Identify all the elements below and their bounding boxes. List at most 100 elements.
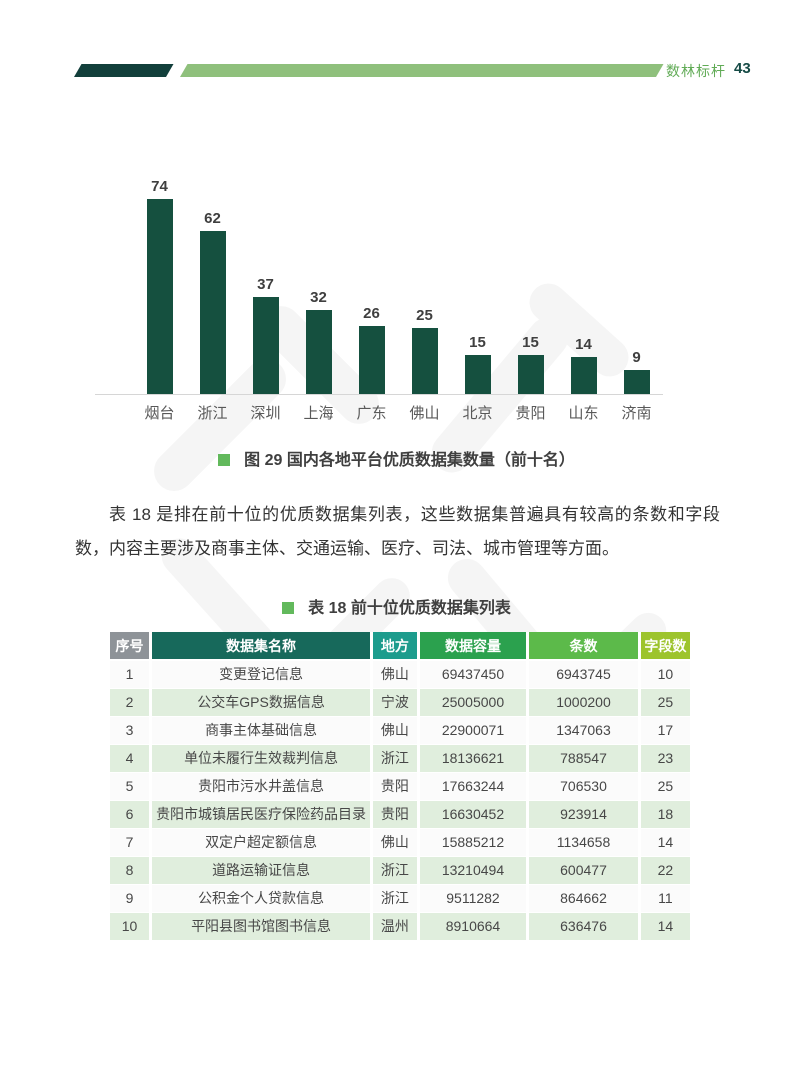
table-cell: 18 bbox=[639, 800, 690, 829]
table-cell: 宁波 bbox=[371, 688, 420, 717]
bar-column: 14 bbox=[557, 160, 610, 394]
bar-category-label: 烟台 bbox=[144, 405, 175, 422]
body-paragraph: 表 18 是排在前十位的优质数据集列表，这些数据集普遍具有较高的条数和字段数，内… bbox=[75, 505, 720, 558]
header-brand-label: 数林标杆 bbox=[666, 63, 726, 79]
table-header-cell: 字段数 bbox=[639, 632, 690, 661]
caption-square-icon bbox=[218, 454, 231, 466]
table-cell: 13210494 bbox=[418, 856, 530, 885]
bar-column: 74 bbox=[133, 160, 186, 394]
table-header-cell: 地方 bbox=[371, 632, 420, 661]
bar bbox=[252, 297, 279, 394]
table-cell: 9 bbox=[110, 884, 153, 913]
table-cell: 变更登记信息 bbox=[150, 660, 374, 689]
table-cell: 温州 bbox=[371, 912, 420, 941]
bar-value-label: 25 bbox=[416, 307, 433, 324]
bar-chart: 74 62 37 32 26 25 15 15 14 9 烟台 浙江 深圳 上海 广东 佛山 北京 贵阳 山东 济南 bbox=[95, 160, 665, 422]
table-cell: 22900071 bbox=[418, 716, 530, 745]
table-cell: 17 bbox=[639, 716, 690, 745]
table-cell: 10 bbox=[639, 660, 690, 689]
table-cell: 佛山 bbox=[371, 828, 420, 857]
figure-caption: 图 29 国内各地平台优质数据集数量（前十名） bbox=[0, 446, 793, 470]
bar-value-label: 15 bbox=[522, 334, 539, 351]
table-row: 5 贵阳市污水井盖信息 贵阳 17663244 706530 25 bbox=[110, 772, 690, 801]
table-cell: 7 bbox=[110, 828, 153, 857]
table-cell: 贵阳 bbox=[371, 800, 420, 829]
bar-column: 9 bbox=[610, 160, 663, 394]
table-cell: 5 bbox=[110, 772, 153, 801]
bar-category-label: 贵阳 bbox=[515, 405, 546, 422]
bar-category-label: 北京 bbox=[462, 405, 493, 422]
table-cell: 3 bbox=[110, 716, 153, 745]
bar bbox=[411, 328, 438, 394]
bar-column: 62 bbox=[186, 160, 239, 394]
bar-category-label: 深圳 bbox=[250, 405, 281, 422]
bar-column: 32 bbox=[292, 160, 345, 394]
bar bbox=[358, 326, 385, 394]
bar-category-label: 广东 bbox=[356, 405, 387, 422]
table-cell: 双定户超定额信息 bbox=[150, 828, 374, 857]
bar-category-label: 上海 bbox=[303, 405, 334, 422]
bar-column: 26 bbox=[345, 160, 398, 394]
bar bbox=[146, 199, 173, 394]
table-row: 8 道路运输证信息 浙江 13210494 600477 22 bbox=[110, 856, 690, 885]
caption-square-icon bbox=[282, 602, 295, 614]
bar bbox=[570, 357, 597, 394]
table-cell: 佛山 bbox=[371, 716, 420, 745]
table-header-row: 序号 数据集名称 地方 数据容量 条数 字段数 bbox=[110, 632, 690, 661]
table-cell: 佛山 bbox=[371, 660, 420, 689]
table-cell: 浙江 bbox=[371, 856, 420, 885]
bar-value-label: 14 bbox=[575, 336, 592, 353]
table-cell: 17663244 bbox=[418, 772, 530, 801]
table-cell: 贵阳市污水井盖信息 bbox=[150, 772, 374, 801]
table-row: 2 公交车GPS数据信息 宁波 25005000 1000200 25 bbox=[110, 688, 690, 717]
table-cell: 706530 bbox=[527, 772, 641, 801]
table-row: 9 公积金个人贷款信息 浙江 9511282 864662 11 bbox=[110, 884, 690, 913]
table-cell: 8910664 bbox=[418, 912, 530, 941]
table-cell: 923914 bbox=[527, 800, 641, 829]
table-cell: 浙江 bbox=[371, 744, 420, 773]
table-cell: 25 bbox=[639, 688, 690, 717]
table-cell: 9511282 bbox=[418, 884, 530, 913]
table-cell: 商事主体基础信息 bbox=[150, 716, 374, 745]
bar-column: 37 bbox=[239, 160, 292, 394]
bar bbox=[199, 231, 226, 394]
table-cell: 16630452 bbox=[418, 800, 530, 829]
table-cell: 平阳县图书馆图书信息 bbox=[150, 912, 374, 941]
table-cell: 18136621 bbox=[418, 744, 530, 773]
bar-category-label: 山东 bbox=[568, 405, 599, 422]
bar-value-label: 9 bbox=[632, 349, 641, 366]
x-axis-line bbox=[95, 394, 663, 395]
bar bbox=[464, 355, 491, 394]
bar-column: 25 bbox=[398, 160, 451, 394]
bar bbox=[623, 370, 650, 394]
table-row: 7 双定户超定额信息 佛山 15885212 1134658 14 bbox=[110, 828, 690, 857]
bar-value-label: 26 bbox=[363, 305, 380, 322]
bar-column: 15 bbox=[451, 160, 504, 394]
table-cell: 10 bbox=[110, 912, 153, 941]
table-cell: 1347063 bbox=[527, 716, 641, 745]
table-cell: 600477 bbox=[527, 856, 641, 885]
table-cell: 单位未履行生效裁判信息 bbox=[150, 744, 374, 773]
bar-category-label: 浙江 bbox=[197, 405, 228, 422]
page-number: 43 bbox=[734, 60, 751, 77]
table-row: 1 变更登记信息 佛山 69437450 6943745 10 bbox=[110, 660, 690, 689]
bar-chart-columns: 74 62 37 32 26 25 15 15 14 9 bbox=[133, 160, 663, 394]
bar-category-label: 济南 bbox=[621, 405, 652, 422]
table-cell: 14 bbox=[639, 828, 690, 857]
bar-category-label: 佛山 bbox=[409, 405, 440, 422]
bar bbox=[305, 310, 332, 394]
table-cell: 贵阳 bbox=[371, 772, 420, 801]
table-cell: 1 bbox=[110, 660, 153, 689]
table-row: 3 商事主体基础信息 佛山 22900071 1347063 17 bbox=[110, 716, 690, 745]
bar-value-label: 37 bbox=[257, 276, 274, 293]
table-cell: 公积金个人贷款信息 bbox=[150, 884, 374, 913]
table-cell: 864662 bbox=[527, 884, 641, 913]
table-cell: 69437450 bbox=[418, 660, 530, 689]
table-caption-text: 表 18 前十位优质数据集列表 bbox=[308, 600, 511, 617]
table-row: 6 贵阳市城镇居民医疗保险药品目录 贵阳 16630452 923914 18 bbox=[110, 800, 690, 829]
table-cell: 道路运输证信息 bbox=[150, 856, 374, 885]
table-row: 10 平阳县图书馆图书信息 温州 8910664 636476 14 bbox=[110, 912, 690, 941]
table-cell: 636476 bbox=[527, 912, 641, 941]
table-header-cell: 序号 bbox=[110, 632, 153, 661]
